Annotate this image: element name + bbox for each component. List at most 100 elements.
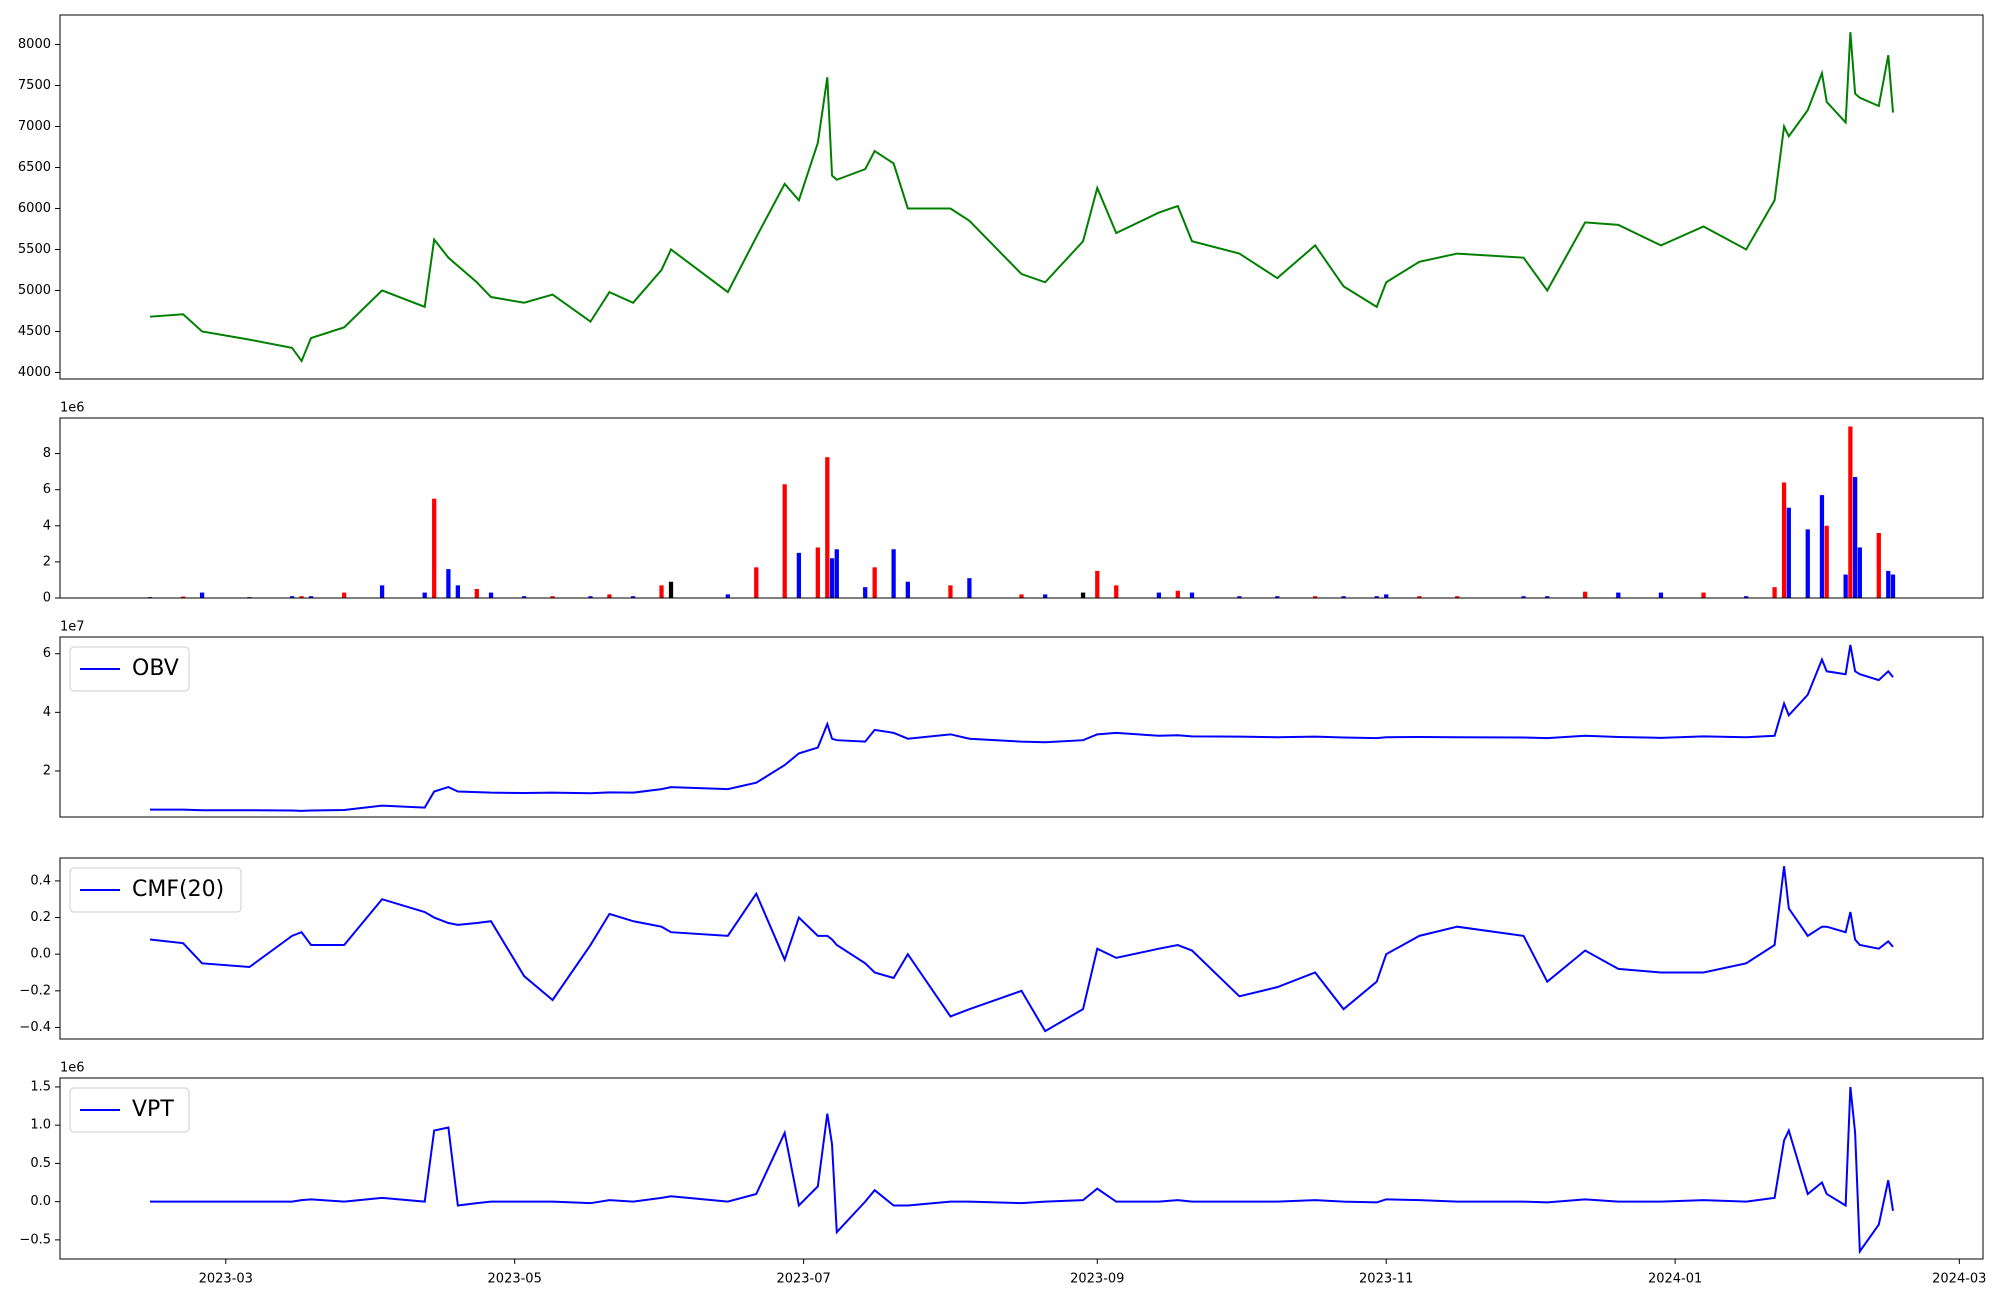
y-tick-label: 7500 — [18, 78, 51, 93]
bar — [891, 549, 896, 598]
bar — [488, 592, 494, 598]
plot-area — [149, 644, 1894, 812]
bar — [446, 569, 451, 598]
bar — [1521, 596, 1526, 598]
y-tick-label: 6 — [43, 482, 51, 497]
axes-frame — [59, 14, 1984, 380]
y-tick-label: 2 — [43, 554, 51, 569]
axes-frame — [59, 636, 1984, 818]
bar — [863, 587, 868, 598]
bar — [1237, 596, 1242, 598]
bar — [1658, 592, 1664, 598]
legend-label: VPT — [132, 1097, 174, 1122]
y-tick-label: 2 — [43, 763, 51, 778]
axes-frame — [59, 1077, 1984, 1260]
bar — [1156, 592, 1161, 598]
bar — [1417, 596, 1422, 598]
x-tick-label: 2024-01 — [1648, 1272, 1702, 1287]
bar — [829, 558, 835, 598]
bar — [1876, 533, 1881, 598]
bar — [1843, 574, 1848, 598]
legend-label: OBV — [132, 656, 179, 681]
bar — [1852, 477, 1858, 598]
bar — [1080, 592, 1086, 598]
bar — [1772, 587, 1777, 598]
bar — [1805, 529, 1810, 598]
x-tick-label: 2023-09 — [1070, 1272, 1124, 1287]
y-tick-label: 6000 — [18, 201, 51, 216]
axes-frame — [59, 417, 1984, 599]
bar — [474, 588, 479, 598]
bar — [834, 549, 839, 598]
bar — [432, 498, 437, 598]
plot-area — [149, 866, 1894, 1033]
bar — [299, 596, 304, 598]
bar — [1019, 594, 1024, 598]
y-tick-label: 4 — [43, 518, 51, 533]
bar — [659, 585, 664, 598]
bar — [725, 594, 730, 598]
y-tick-label: 0.0 — [30, 947, 51, 962]
panel: −0.4 −0.2 0.0 0.2 0.4 CMF(20) — [19, 857, 1984, 1040]
bar — [1824, 525, 1829, 598]
bar — [872, 567, 877, 598]
bar — [588, 596, 593, 598]
bar — [1341, 596, 1346, 598]
y-tick-label: 8000 — [18, 37, 51, 52]
y-tick-label: 0.2 — [30, 910, 51, 925]
x-tick-label: 2023-11 — [1359, 1272, 1413, 1287]
bar — [342, 592, 347, 598]
plot-area — [149, 1086, 1894, 1255]
bar — [967, 578, 972, 598]
bar — [1175, 590, 1180, 598]
bar — [1786, 507, 1791, 598]
plot-area — [149, 32, 1895, 364]
bar — [754, 567, 759, 598]
bar — [522, 596, 527, 598]
plot-area — [147, 426, 1896, 598]
bar — [1744, 596, 1749, 598]
bar — [607, 594, 612, 598]
line — [149, 1086, 1894, 1255]
y-tick-label: 4 — [43, 705, 51, 720]
y-tick-label: −0.2 — [19, 983, 51, 998]
y-tick-label: 4500 — [18, 324, 51, 339]
y-tick-label: 6500 — [18, 160, 51, 175]
bar — [455, 585, 460, 598]
bar — [1583, 591, 1588, 598]
y-tick-label: −0.5 — [19, 1232, 51, 1247]
y-tick-label: −0.4 — [19, 1020, 51, 1035]
bar — [379, 585, 385, 598]
bar — [1114, 585, 1119, 598]
panel: 2 4 6 1e7 OBV — [43, 620, 1984, 818]
y-tick-label: 0.0 — [30, 1194, 51, 1209]
bar — [948, 585, 953, 598]
bar — [630, 596, 636, 598]
line — [149, 644, 1894, 812]
bar — [1857, 547, 1862, 598]
x-tick-label: 2023-07 — [776, 1272, 830, 1287]
y-tick-label: 1.0 — [30, 1118, 51, 1133]
y-tick-label: 5500 — [18, 242, 51, 257]
y-tick-label: 7000 — [18, 119, 51, 134]
y-tick-label: 5000 — [18, 283, 51, 298]
bar — [1455, 596, 1460, 598]
bar — [1275, 596, 1280, 598]
bar — [181, 596, 186, 598]
y-tick-label: 4000 — [18, 365, 51, 380]
y-tick-label: 8 — [43, 446, 51, 461]
offset-label: 1e6 — [60, 1061, 85, 1076]
bar — [1043, 594, 1048, 598]
bar — [1545, 596, 1550, 598]
bar — [1890, 574, 1896, 598]
legend-box — [69, 646, 190, 692]
bar — [1374, 596, 1379, 598]
axes-frame — [59, 857, 1984, 1040]
y-tick-label: 1.5 — [30, 1079, 51, 1094]
bar — [422, 592, 427, 598]
panel: 0 2 4 6 8 1e6 — [43, 401, 1984, 606]
bar — [1313, 596, 1318, 598]
bar — [199, 592, 205, 598]
legend-box — [69, 1087, 190, 1133]
